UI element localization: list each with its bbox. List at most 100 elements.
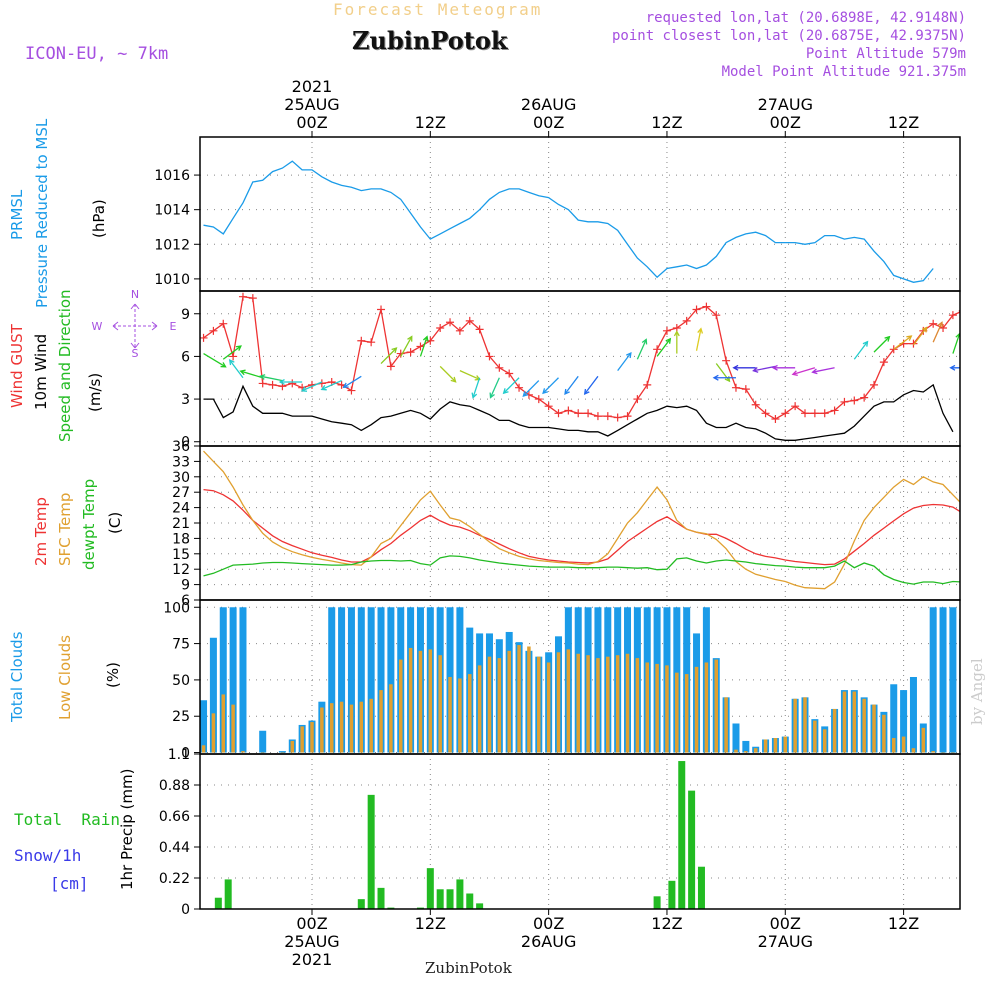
clouds-ytick-label: 50 — [172, 673, 190, 689]
model-label: ICON-EU, ~ 7km — [25, 44, 169, 64]
low-clouds-bar — [911, 748, 916, 753]
gust-marker — [200, 333, 208, 342]
low-clouds-bar — [842, 691, 847, 753]
temp-ytick-label: 21 — [172, 516, 190, 532]
wind-arrow — [617, 352, 632, 372]
wind-arrow-head — [259, 374, 266, 380]
gust-marker — [840, 397, 849, 406]
chart-title: ZubinPotok — [352, 26, 508, 55]
gust-marker — [406, 348, 415, 357]
gust-marker — [455, 326, 464, 335]
wind-arrow — [932, 322, 943, 343]
total-clouds-bar — [357, 607, 365, 753]
total-clouds-bar — [949, 607, 957, 753]
wind-arrow — [343, 375, 362, 388]
wind-arrow — [564, 375, 579, 395]
time-label: 00Z — [533, 914, 564, 933]
gust-marker — [505, 369, 514, 378]
wind-arrow-head — [542, 388, 549, 395]
gust-marker — [603, 412, 612, 421]
wind-arrow-head — [732, 364, 739, 371]
low-clouds-bar — [221, 694, 226, 753]
wind-arrow-head — [791, 370, 798, 377]
wind-ytick-label: 6 — [181, 349, 190, 365]
compass-arrowheads — [112, 303, 158, 349]
clouds-panel: 0 25 50 75 100 — [163, 599, 961, 762]
low-clouds-bar — [862, 698, 866, 753]
temp-frame — [199, 445, 961, 601]
gust-marker — [446, 318, 455, 327]
footer-station: ZubinPotok — [425, 959, 512, 977]
wind-arrow — [893, 335, 912, 350]
temp-ytick-label: 27 — [172, 485, 190, 501]
total-rain-bar — [476, 903, 484, 909]
wind-arrow-head — [489, 392, 495, 399]
pressure-ytick-label: 1012 — [154, 237, 190, 253]
total-rain-bar — [446, 889, 454, 909]
wind-arrow-head — [502, 388, 509, 395]
gust-marker — [495, 363, 504, 372]
model-altitude: Model Point Altitude 921.375m — [721, 64, 966, 80]
wind-arrow-head — [471, 392, 478, 399]
total-clouds-bar — [387, 607, 395, 753]
gust-marker — [662, 326, 671, 335]
total-clouds-bar — [377, 607, 385, 753]
gust-marker — [534, 395, 543, 404]
low-clouds-bar — [576, 653, 580, 753]
wind-arrow — [952, 333, 960, 354]
low-clouds-bar — [566, 649, 571, 753]
wind-arrow-head — [220, 362, 227, 368]
gust-marker — [761, 409, 770, 418]
wind-arrow-head — [626, 351, 632, 359]
time-label: 2021 — [292, 77, 333, 96]
low-clouds-bar — [398, 659, 403, 753]
gust-marker — [347, 386, 356, 395]
low-clouds-bar — [329, 703, 334, 753]
low-clouds-bar — [832, 708, 837, 753]
total-clouds-bar — [347, 607, 355, 753]
snow-unit-legend: [cm] — [50, 874, 89, 893]
low-clouds-bar — [438, 655, 442, 753]
total-clouds-bar — [209, 637, 217, 753]
temp-ytick-label: 12 — [172, 562, 190, 578]
point-altitude: Point Altitude 579m — [805, 46, 966, 62]
total-rain-bar — [214, 897, 222, 909]
gust-marker — [909, 339, 918, 348]
low-clouds-bar — [448, 677, 452, 753]
low-clouds-bar — [813, 720, 817, 753]
snow-legend: Snow/1h — [14, 846, 82, 865]
gust-marker — [722, 356, 731, 365]
low-clouds-bar — [645, 662, 649, 753]
low-clouds-bar — [694, 666, 699, 753]
low-clouds-bar — [941, 752, 945, 754]
low-clouds-bar — [527, 646, 531, 753]
temp-ytick-label: 6 — [181, 593, 190, 609]
wind-plot — [200, 292, 960, 441]
low-clouds-bar — [339, 701, 344, 753]
time-label: 12Z — [415, 914, 446, 933]
gust-marker — [613, 413, 622, 422]
time-label: 00Z — [533, 113, 564, 132]
total-rain-bar — [456, 879, 464, 909]
low-clouds-bar — [852, 691, 857, 753]
gust-marker — [357, 336, 366, 345]
wind-ytick-label: 9 — [181, 307, 190, 323]
time-label: 12Z — [415, 113, 446, 132]
gust-marker — [879, 358, 888, 367]
low-clouds-bar — [497, 658, 502, 753]
low-clouds-bar — [320, 707, 324, 753]
total-clouds-bar — [328, 607, 336, 753]
wind-arrow-head — [752, 367, 759, 373]
wind-arrow — [542, 377, 559, 394]
gust-marker — [258, 379, 267, 388]
gust-marker — [584, 409, 593, 418]
gust-marker — [465, 316, 474, 325]
time-label: 25AUG — [284, 932, 339, 951]
low-clouds-bar — [290, 740, 295, 753]
wind-arrow — [584, 375, 599, 395]
gust-marker — [771, 414, 780, 423]
temp-ytick-label: 33 — [172, 454, 190, 470]
low-clouds-bar — [793, 698, 797, 753]
total-clouds-bar — [219, 607, 227, 753]
wind-arrow-head — [884, 335, 891, 342]
